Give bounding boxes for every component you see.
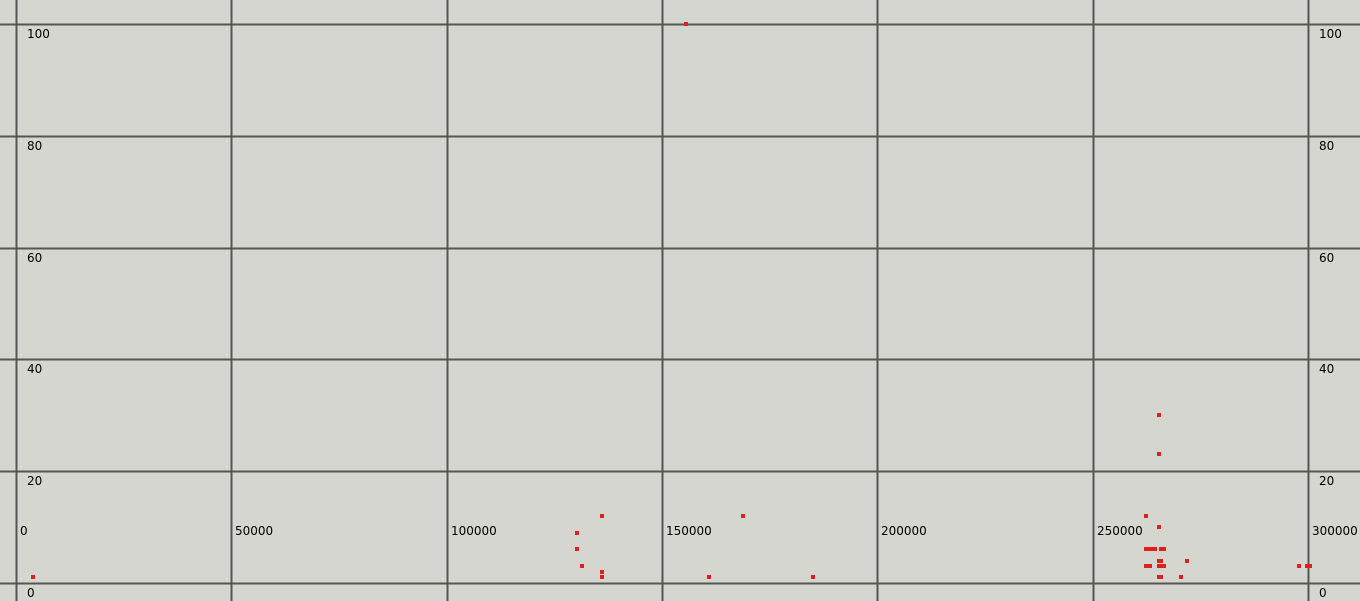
y-tick-label-right-60: 60 <box>1319 251 1334 265</box>
data-point <box>1157 525 1161 529</box>
data-point <box>1153 547 1157 551</box>
y-tick-label-right-20: 20 <box>1319 474 1334 488</box>
data-points <box>31 22 1312 579</box>
y-tick-label-right-80: 80 <box>1319 139 1334 153</box>
data-point <box>741 514 745 518</box>
data-point <box>31 575 35 579</box>
x-tick-label-100000: 100000 <box>451 524 497 538</box>
y-tick-label-left-80: 80 <box>27 139 42 153</box>
data-point <box>1159 564 1163 568</box>
tick-labels: 0 50000 100000 150000 200000 250000 300000 0 0 20… <box>20 27 1358 600</box>
y-tick-label-right-40: 40 <box>1319 362 1334 376</box>
data-point <box>600 575 604 579</box>
data-point <box>575 547 579 551</box>
y-tick-label-left-0: 0 <box>27 586 35 600</box>
x-tick-label-150000: 150000 <box>666 524 712 538</box>
x-tick-label-50000: 50000 <box>235 524 273 538</box>
data-point <box>1162 564 1166 568</box>
data-point <box>1297 564 1301 568</box>
data-point <box>1157 413 1161 417</box>
x-tick-label-0: 0 <box>20 524 28 538</box>
data-point <box>575 531 579 535</box>
data-point <box>811 575 815 579</box>
data-point <box>600 514 604 518</box>
x-tick-label-200000: 200000 <box>881 524 927 538</box>
data-point <box>1144 514 1148 518</box>
data-point <box>1159 547 1163 551</box>
y-tick-label-right-100: 100 <box>1319 27 1342 41</box>
data-point <box>1159 559 1163 563</box>
data-point <box>1305 564 1309 568</box>
y-tick-label-left-60: 60 <box>27 251 42 265</box>
data-point <box>1157 452 1161 456</box>
data-point <box>1185 559 1189 563</box>
y-tick-label-left-100: 100 <box>27 27 50 41</box>
x-tick-label-300000: 300000 <box>1312 524 1358 538</box>
y-tick-label-right-0: 0 <box>1319 586 1327 600</box>
data-point <box>1144 547 1148 551</box>
y-tick-label-left-40: 40 <box>27 362 42 376</box>
data-point <box>1179 575 1183 579</box>
data-point <box>707 575 711 579</box>
data-point <box>1149 547 1153 551</box>
data-point <box>1144 564 1148 568</box>
data-point <box>1162 547 1166 551</box>
data-point <box>580 564 584 568</box>
data-point <box>600 570 604 574</box>
y-tick-label-left-20: 20 <box>27 474 42 488</box>
data-point <box>684 22 688 26</box>
data-point <box>1148 564 1152 568</box>
data-point <box>1308 564 1312 568</box>
data-point <box>1159 575 1163 579</box>
x-tick-label-250000: 250000 <box>1097 524 1143 538</box>
